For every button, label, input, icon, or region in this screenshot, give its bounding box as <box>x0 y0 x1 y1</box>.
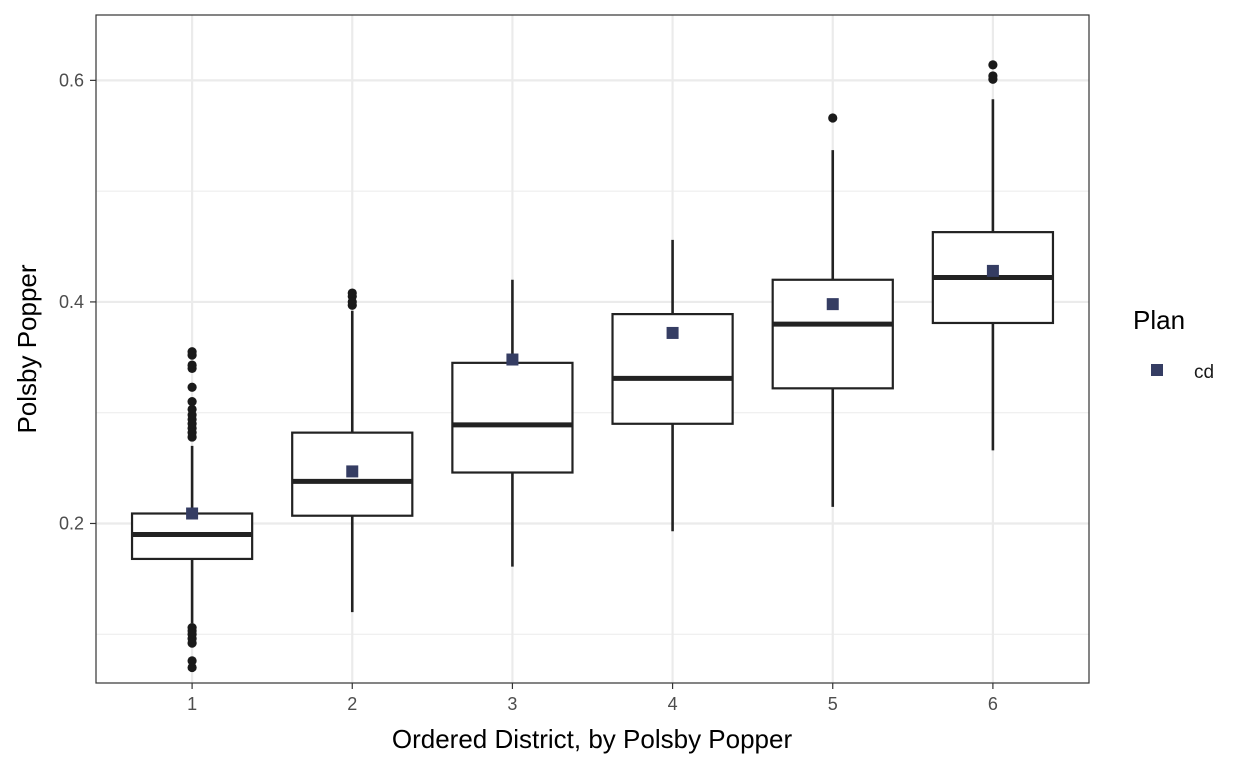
outlier-point <box>187 432 197 442</box>
x-tick-label: 1 <box>187 694 197 714</box>
outlier-point <box>187 656 197 666</box>
box-1 <box>130 347 254 673</box>
outlier-point <box>828 113 838 123</box>
y-axis-title: Polsby Popper <box>12 264 42 433</box>
y-tick-label: 0.4 <box>59 292 84 312</box>
box-iqr <box>451 361 574 474</box>
legend: Plan cd <box>1133 305 1214 383</box>
outlier-point <box>187 382 197 392</box>
grid-layer <box>96 15 1089 683</box>
plan-point-cd <box>826 298 839 311</box>
box-iqr <box>771 278 894 390</box>
outlier-point <box>988 74 998 84</box>
x-axis: 1 2 3 4 5 6 <box>187 683 998 714</box>
box-5 <box>771 113 894 507</box>
outlier-point <box>187 397 197 407</box>
plan-point-cd <box>186 507 199 520</box>
y-tick-label: 0.2 <box>59 513 84 533</box>
plan-point-cd <box>346 465 359 478</box>
box-6 <box>931 60 1055 451</box>
outlier-point <box>187 662 197 673</box>
outlier-point <box>187 350 197 360</box>
outlier-point <box>187 638 197 648</box>
outlier-point <box>347 300 357 310</box>
panel-border <box>95 14 1090 684</box>
x-tick-label: 3 <box>507 694 517 714</box>
outlier-point <box>988 60 998 70</box>
point-layer <box>186 264 999 520</box>
outlier-point <box>187 363 197 373</box>
x-axis-title: Ordered District, by Polsby Popper <box>392 724 793 754</box>
x-tick-label: 6 <box>988 694 998 714</box>
legend-key-cd <box>1151 364 1163 376</box>
y-tick-label: 0.6 <box>59 70 84 90</box>
x-tick-label: 2 <box>347 694 357 714</box>
y-axis: 0.2 0.4 0.6 <box>59 70 96 533</box>
legend-title: Plan <box>1133 305 1185 335</box>
plan-point-cd <box>666 326 679 339</box>
plan-point-cd <box>506 353 519 366</box>
x-tick-label: 4 <box>668 694 678 714</box>
panel-background <box>96 15 1089 683</box>
legend-label-cd: cd <box>1194 362 1214 383</box>
plan-point-cd <box>986 264 999 277</box>
x-tick-label: 5 <box>828 694 838 714</box>
